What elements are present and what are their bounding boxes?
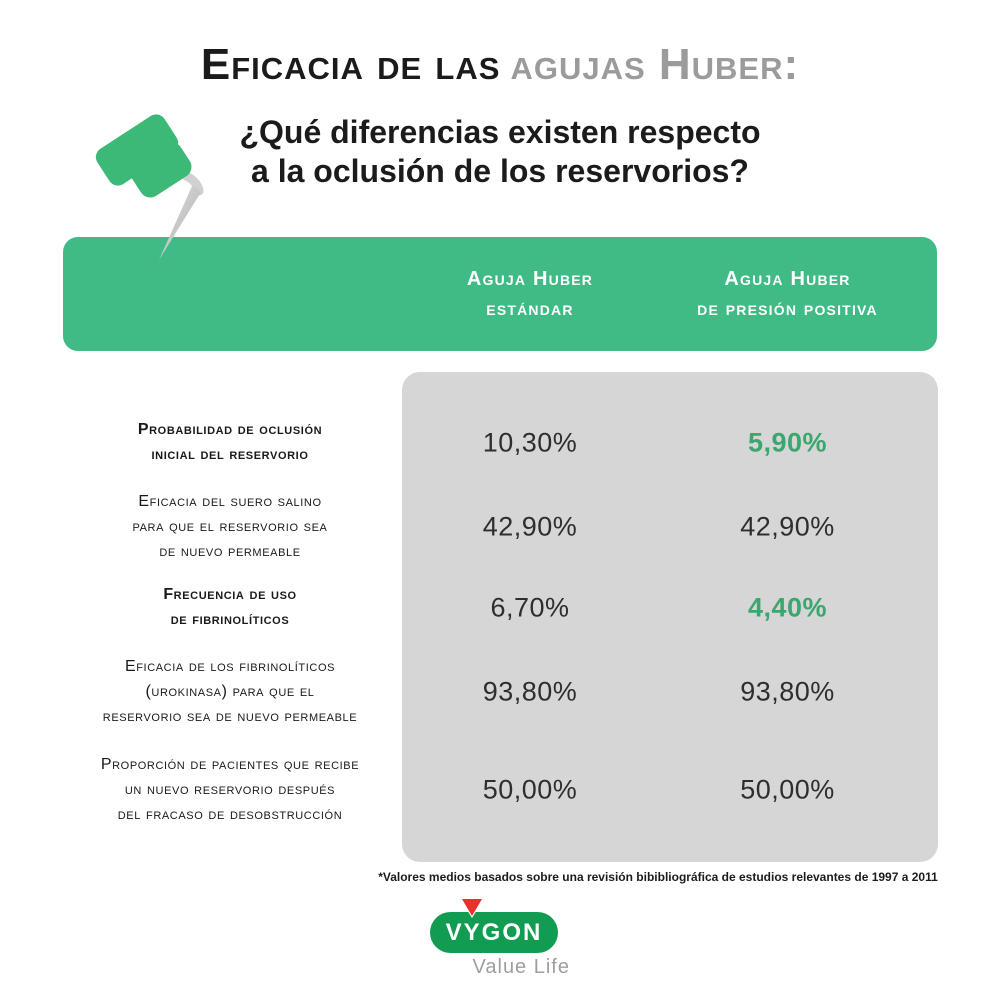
table-row: Proporción de pacientes que recibe un nu… bbox=[0, 745, 1000, 835]
value-positive-pressure: 50,00% bbox=[740, 774, 835, 805]
value-positive-pressure: 4,40% bbox=[747, 592, 828, 623]
value-standard: 93,80% bbox=[482, 676, 578, 707]
page-title-black: Eficacia de las bbox=[200, 40, 501, 89]
value-standard: 6,70% bbox=[490, 592, 570, 623]
value-standard: 10,30% bbox=[482, 427, 578, 458]
value-positive-pressure: 5,90% bbox=[747, 427, 828, 458]
table-header-bar: Aguja Huber estándar Aguja Huber de pres… bbox=[63, 237, 937, 351]
value-positive-pressure: 42,90% bbox=[740, 511, 835, 542]
value-standard: 50,00% bbox=[482, 774, 578, 805]
table-row: Frecuencia de uso de fibrinolíticos 6,70… bbox=[0, 563, 1000, 653]
footnote: *Valores medios basados sobre una revisi… bbox=[378, 870, 938, 884]
value-standard: 42,90% bbox=[482, 511, 578, 542]
page-title-gray-highlight: agujas Huber: bbox=[510, 40, 800, 89]
table-row: Eficacia del suero salino para que el re… bbox=[0, 482, 1000, 572]
row-label: Eficacia de los fibrinolíticos (urokinas… bbox=[102, 657, 358, 725]
page-subtitle: ¿Qué diferencias existen respecto a la o… bbox=[239, 114, 761, 190]
logo-tagline: Value Life bbox=[472, 956, 570, 978]
huber-needle-icon bbox=[95, 114, 204, 260]
table-values-panel bbox=[402, 372, 938, 862]
row-label: Eficacia del suero salino para que el re… bbox=[132, 492, 328, 560]
vygon-logo: VYGON bbox=[430, 912, 558, 953]
row-label: Frecuencia de uso de fibrinolíticos bbox=[163, 586, 297, 628]
value-positive-pressure: 93,80% bbox=[740, 676, 835, 707]
table-row: Eficacia de los fibrinolíticos (urokinas… bbox=[0, 647, 1000, 737]
table-row: Probabilidad de oclusión inicial del res… bbox=[0, 398, 1000, 488]
logo-triangle-icon bbox=[462, 899, 482, 916]
row-label: Probabilidad de oclusión inicial del res… bbox=[137, 421, 323, 463]
column-header-positive-pressure: Aguja Huber de presión positiva bbox=[697, 268, 878, 320]
page-title: Eficacia de las agujas Huber: bbox=[0, 40, 1000, 90]
column-header-standard: Aguja Huber estándar bbox=[466, 268, 594, 320]
row-label: Proporción de pacientes que recibe un nu… bbox=[100, 755, 360, 823]
brand-name: VYGON bbox=[445, 918, 543, 946]
